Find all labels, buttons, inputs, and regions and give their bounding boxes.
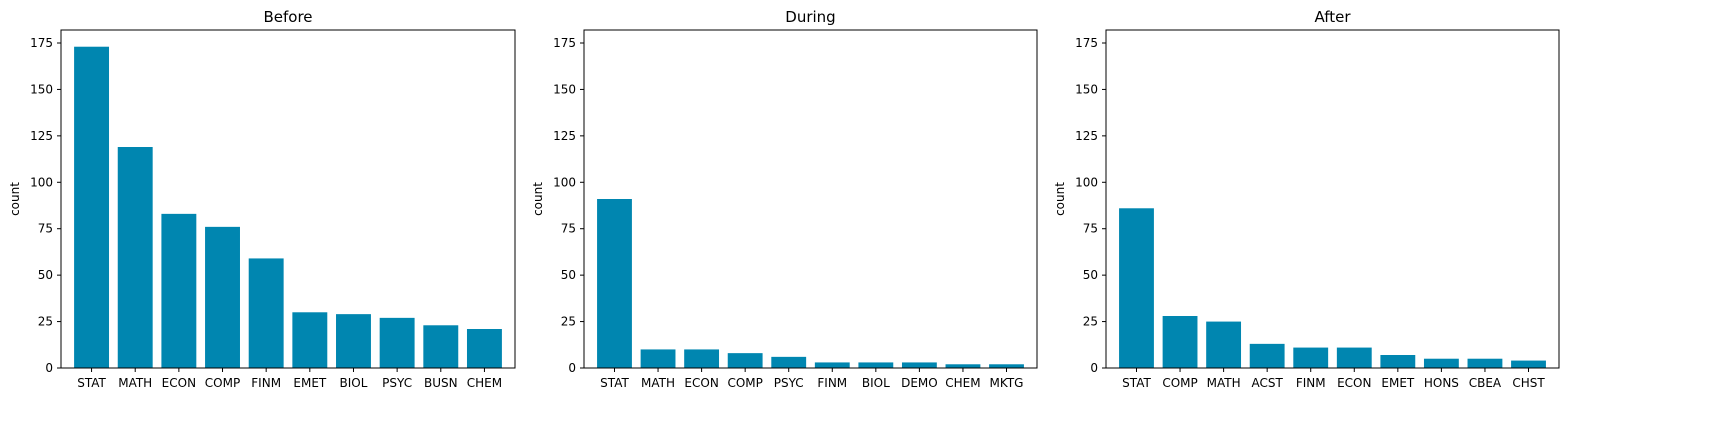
y-axis-label: count [8,182,22,216]
y-tick-label: 0 [1090,361,1098,375]
x-tick-label: EMET [293,376,327,390]
bar-chem [945,364,981,368]
bar-biol [858,362,894,368]
y-tick-label: 75 [561,222,576,236]
x-tick-label: STAT [600,376,629,390]
x-tick-label: MATH [641,376,675,390]
bar-econ [161,213,197,368]
plot-frame [60,29,516,369]
y-tick-label: 50 [561,268,576,282]
y-tick-label: 150 [553,82,576,96]
x-tick-label: STAT [77,376,106,390]
bar-finm [248,258,284,368]
x-tick-label: PSYC [774,376,804,390]
y-tick-label: 0 [568,361,576,375]
y-tick-label: 175 [30,36,53,50]
chart-panel-2: After STAT COMP MATH ACST FINM ECON EMET HONS CBE… [1053,8,1560,390]
bar-acst [1249,343,1285,368]
y-tick-label: 50 [1083,268,1098,282]
y-tick-label: 125 [553,129,576,143]
y-tick-label: 175 [1075,36,1098,50]
y-tick-label: 100 [30,175,53,189]
bar-comp [1162,316,1198,368]
x-tick-label: FINM [817,376,847,390]
x-tick-label: ECON [1337,376,1371,390]
bar-psyc [379,317,415,368]
x-tick-label: MATH [1207,376,1241,390]
y-tick-label: 25 [1083,315,1098,329]
bar-stat [597,199,632,368]
x-tick-label: MKTG [990,376,1024,390]
chart-panel-1: During STAT MATH ECON COMP PSYC FINM BIOL DEMO CH… [531,8,1038,390]
chart-panel-0: Before STAT MATH ECON COMP FINM EMET BIOL PSYC BU… [8,8,516,390]
bar-emet [292,312,328,368]
x-tick-label: CBEA [1469,376,1502,390]
y-tick-label: 125 [1075,129,1098,143]
y-axis-label: count [531,182,545,216]
x-tick-label: CHST [1512,376,1545,390]
x-tick-label: PSYC [382,376,412,390]
y-tick-label: 100 [1075,175,1098,189]
x-tick-label: BIOL [862,376,890,390]
x-tick-label: COMP [205,376,240,390]
bar-cbea [1467,358,1503,368]
bar-stat [1119,208,1154,368]
bar-math [117,147,153,368]
y-tick-label: 25 [38,315,53,329]
bar-psyc [771,356,807,368]
y-tick-label: 0 [45,361,53,375]
bar-chst [1511,360,1546,368]
bar-demo [901,362,937,368]
x-tick-label: CHEM [945,376,980,390]
bar-math [640,349,676,368]
bar-stat [74,46,110,368]
plot-frame [1105,29,1560,369]
bar-math [1206,321,1242,368]
x-tick-label: FINM [251,376,281,390]
x-tick-label: ECON [684,376,718,390]
y-tick-label: 100 [553,175,576,189]
bar-mktg [989,364,1024,368]
bar-chem [466,329,502,368]
bar-finm [814,362,850,368]
bar-econ [1336,347,1372,368]
bar-hons [1423,358,1459,368]
x-tick-label: ECON [162,376,196,390]
bar-comp [205,226,240,368]
bar-econ [684,349,720,368]
chart-title: Before [263,8,312,26]
x-tick-label: FINM [1296,376,1326,390]
x-tick-label: COMP [1162,376,1197,390]
x-tick-label: DEMO [901,376,938,390]
x-tick-label: ACST [1251,376,1283,390]
y-tick-label: 75 [38,222,53,236]
y-axis-label: count [1053,182,1067,216]
bar-comp [727,353,763,368]
bar-biol [336,314,371,368]
y-tick-label: 50 [38,268,53,282]
y-tick-label: 125 [30,129,53,143]
x-tick-label: STAT [1122,376,1151,390]
plot-frame [583,29,1038,369]
y-tick-label: 175 [553,36,576,50]
x-tick-label: CHEM [467,376,502,390]
x-tick-label: EMET [1381,376,1415,390]
x-tick-label: BUSN [424,376,458,390]
chart-title: After [1314,8,1351,26]
x-tick-label: MATH [118,376,152,390]
x-tick-label: COMP [727,376,762,390]
bar-emet [1380,355,1416,368]
y-tick-label: 150 [30,82,53,96]
y-tick-label: 75 [1083,222,1098,236]
y-tick-label: 25 [561,315,576,329]
x-tick-label: HONS [1424,376,1459,390]
x-tick-label: BIOL [340,376,368,390]
bar-finm [1293,347,1329,368]
chart-title: During [785,8,835,26]
bar-busn [423,325,459,368]
y-tick-label: 150 [1075,82,1098,96]
